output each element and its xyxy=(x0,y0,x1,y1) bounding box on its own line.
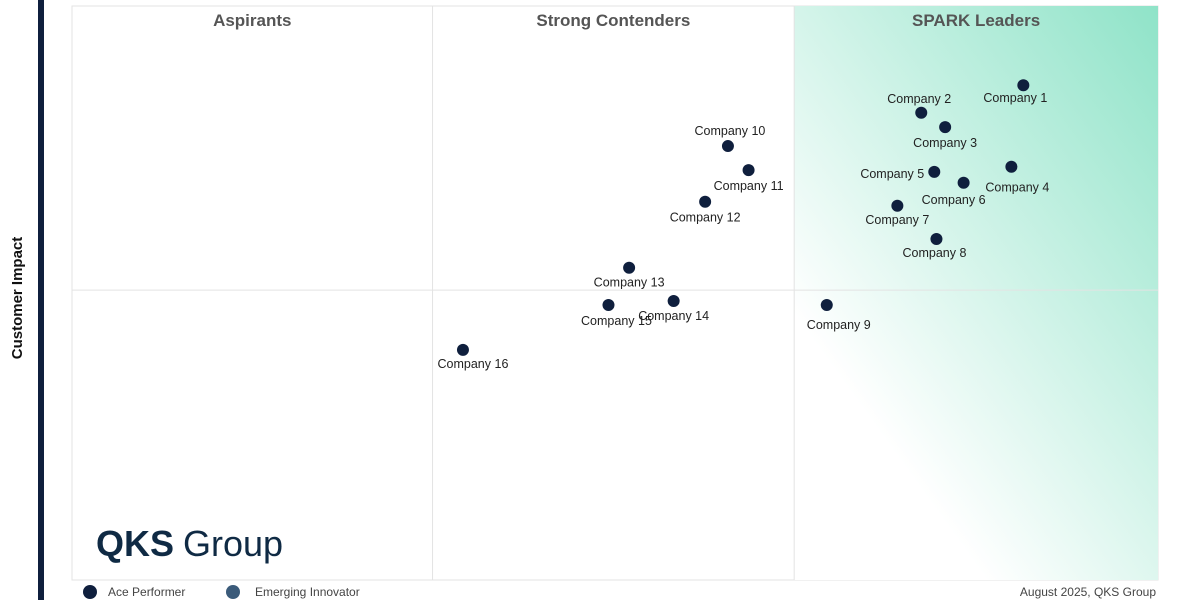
point-label: Company 2 xyxy=(887,92,951,106)
data-point xyxy=(957,176,970,189)
data-point xyxy=(820,299,833,312)
data-point xyxy=(891,199,904,212)
data-point xyxy=(928,165,941,178)
point-label: Company 12 xyxy=(670,211,741,225)
point-label: Company 3 xyxy=(913,136,977,150)
legend-label: Emerging Innovator xyxy=(255,585,360,599)
data-point xyxy=(939,121,952,134)
data-point xyxy=(1017,79,1030,92)
data-point xyxy=(930,233,943,246)
data-point xyxy=(699,195,712,208)
leader-zone xyxy=(794,6,1158,580)
point-label: Company 7 xyxy=(865,213,929,227)
point-label: Company 6 xyxy=(922,193,986,207)
source: August 2025, QKS Group xyxy=(1020,585,1156,599)
point-label: Company 9 xyxy=(807,318,871,332)
data-point xyxy=(602,299,615,312)
point-label: Company 8 xyxy=(902,246,966,260)
quadrant-label: SPARK Leaders xyxy=(912,11,1040,30)
side-bar xyxy=(38,0,44,600)
quadrant-label: Aspirants xyxy=(213,11,291,30)
data-point xyxy=(915,106,928,119)
point-label: Company 10 xyxy=(695,124,766,138)
quadrant-label: Strong Contenders xyxy=(536,11,690,30)
point-label: Company 1 xyxy=(983,91,1047,105)
point-label: Company 16 xyxy=(438,357,509,371)
data-point xyxy=(456,343,469,356)
point-label: Company 5 xyxy=(860,167,924,181)
y-axis-label: Customer Impact xyxy=(9,237,26,360)
point-label: Company 11 xyxy=(714,179,784,193)
point-label: Company 15 xyxy=(581,314,652,328)
legend-label: Ace Performer xyxy=(108,585,185,599)
data-point xyxy=(667,295,680,308)
data-point xyxy=(623,261,636,274)
data-point xyxy=(742,164,755,177)
legend-icon xyxy=(83,585,97,599)
point-label: Company 13 xyxy=(594,276,665,290)
legend-icon xyxy=(226,585,240,599)
logo-name: Group xyxy=(183,523,283,564)
logo-brand: QKS xyxy=(96,523,174,564)
point-label: Company 4 xyxy=(985,181,1049,195)
data-point xyxy=(721,140,734,153)
point-label: Company 14 xyxy=(638,309,709,323)
data-point xyxy=(1005,160,1018,173)
